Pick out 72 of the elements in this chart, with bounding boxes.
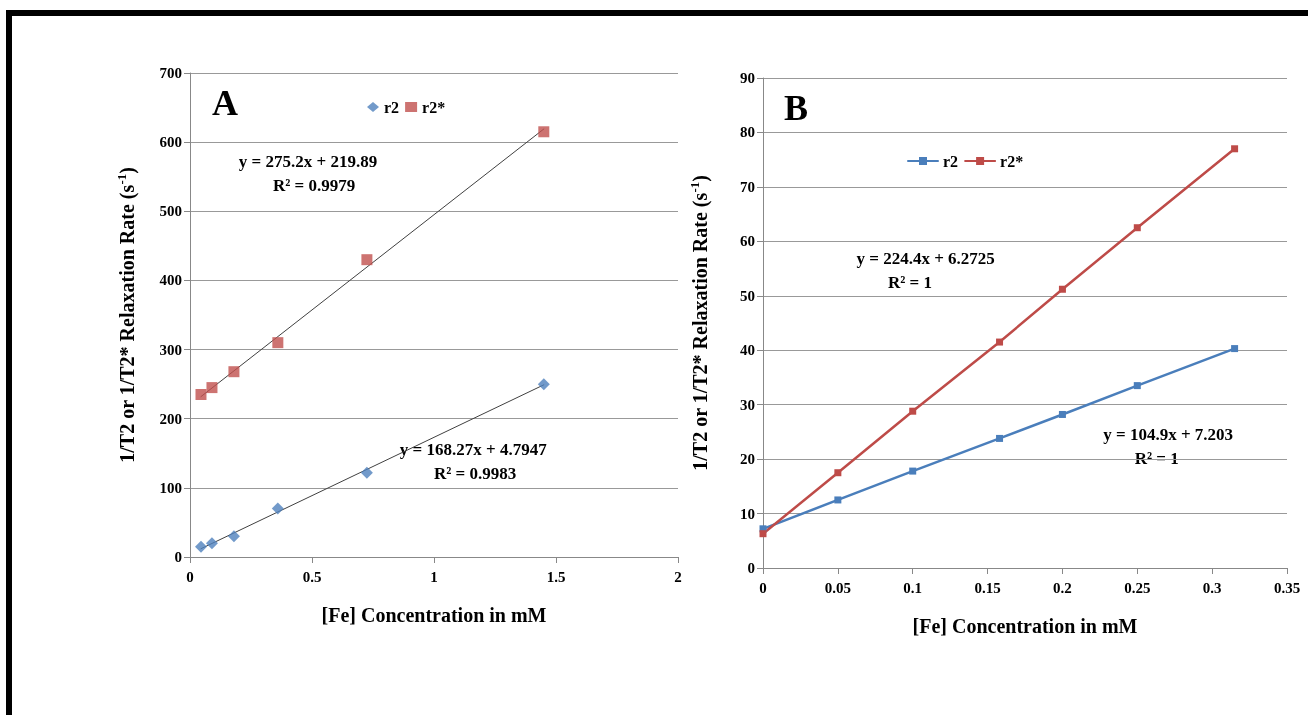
y-tick-label: 700 <box>159 65 182 81</box>
point <box>996 434 1004 442</box>
annotation: R² = 1 <box>888 273 933 292</box>
point <box>205 537 218 550</box>
point <box>1231 145 1239 153</box>
point <box>834 496 842 504</box>
annotation: y = 104.9x + 7.203 <box>1103 424 1234 444</box>
legend-label: r2 <box>943 152 959 170</box>
x-tick-label: 2 <box>674 568 682 585</box>
y-tick-label: 50 <box>740 287 755 304</box>
y-tick-label: 40 <box>740 342 755 359</box>
annotation: y = 224.4x + 6.2725 <box>856 248 995 268</box>
legend-label: r2* <box>422 98 446 116</box>
y-tick-label: 30 <box>740 396 755 413</box>
y-tick-label: 300 <box>159 341 182 358</box>
x-tick-label: 0 <box>186 568 194 585</box>
x-tick-label: 0.1 <box>903 579 923 596</box>
x-tick-label: 0.15 <box>974 579 1001 596</box>
point <box>1058 410 1066 418</box>
point <box>1058 285 1066 293</box>
x-tick-label: 0.5 <box>302 568 322 585</box>
y-tick-label: 500 <box>159 203 182 220</box>
legend-label: r2* <box>1000 152 1024 170</box>
point <box>271 502 284 515</box>
point <box>227 530 240 543</box>
y-axis-title: 1/T2 or 1/T2* Relaxation Rate (s-1) <box>114 167 139 463</box>
y-axis-title: 1/T2 or 1/T2* Relaxation Rate (s-1) <box>687 175 712 471</box>
x-axis-title: [Fe] Concentration in mM <box>321 604 547 626</box>
y-tick-label: 90 <box>740 70 755 86</box>
x-tick-label: 0.25 <box>1124 579 1151 596</box>
point <box>272 337 284 349</box>
point <box>538 126 550 138</box>
x-tick-label: 0.3 <box>1202 579 1222 596</box>
annotation: R² = 0.9979 <box>272 176 356 196</box>
y-tick-label: 400 <box>159 272 182 289</box>
x-tick-label: 1.5 <box>546 568 566 585</box>
point <box>194 540 207 553</box>
point <box>909 407 917 415</box>
point <box>228 366 240 378</box>
point <box>195 389 207 401</box>
point <box>909 467 917 475</box>
point <box>834 469 842 477</box>
point <box>361 254 373 266</box>
point <box>996 338 1004 346</box>
point <box>1133 224 1141 232</box>
annotation: y = 168.27x + 4.7947 <box>399 439 548 459</box>
legend-label: r2 <box>384 98 400 116</box>
x-tick-label: 1 <box>430 568 438 585</box>
point <box>206 382 218 394</box>
x-tick-label: 0 <box>759 579 767 596</box>
x-axis-title: [Fe] Concentration in mM <box>912 615 1138 637</box>
annotation: R² = 0.9983 <box>434 464 517 484</box>
point <box>360 466 373 479</box>
y-tick-label: 100 <box>159 479 182 496</box>
y-tick-label: 600 <box>159 134 182 151</box>
y-tick-label: 70 <box>740 178 755 195</box>
annotation: y = 275.2x + 219.89 <box>238 151 378 171</box>
y-tick-label: 20 <box>740 451 755 468</box>
point <box>537 378 550 391</box>
y-tick-label: 80 <box>740 124 755 141</box>
x-tick-label: 0.2 <box>1053 579 1072 596</box>
x-tick-label: 0.35 <box>1273 579 1301 596</box>
x-tick-label: 0.05 <box>824 579 851 596</box>
y-tick-label: 0 <box>174 549 182 565</box>
y-tick-label: 10 <box>740 505 755 522</box>
point <box>1133 382 1141 390</box>
point <box>1231 345 1239 353</box>
point <box>759 530 767 538</box>
chart-title: A <box>212 83 238 123</box>
chart-title: B <box>784 88 809 128</box>
y-tick-label: 60 <box>740 233 755 250</box>
y-tick-label: 200 <box>159 410 182 427</box>
